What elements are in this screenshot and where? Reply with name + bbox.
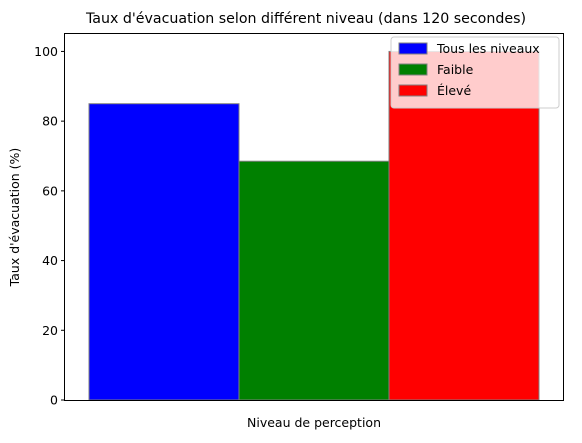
legend-label: Faible <box>437 62 474 77</box>
y-tick-label: 100 <box>34 44 58 59</box>
x-axis-label: Niveau de perception <box>247 415 381 430</box>
bar-2 <box>238 160 390 401</box>
legend-swatch <box>398 42 428 55</box>
legend-label: Tous les niveaux <box>436 41 540 56</box>
legend-label: Élevé <box>437 83 471 98</box>
chart-title: Taux d'évacuation selon différent niveau… <box>85 11 526 27</box>
bar-1 <box>88 103 240 401</box>
y-axis-label: Taux d'évacuation (%) <box>7 148 22 288</box>
bar-3 <box>388 50 540 401</box>
y-tick-label: 0 <box>50 393 58 408</box>
y-axis-ticks: 0 20 40 60 80 100 <box>34 44 65 408</box>
plot-frame <box>64 33 564 401</box>
y-tick-label: 20 <box>42 323 58 338</box>
legend-box <box>390 36 560 109</box>
y-tick-label: 60 <box>42 183 58 198</box>
y-tick-label: 40 <box>42 253 58 268</box>
legend-swatch <box>398 63 428 76</box>
y-tick-label: 80 <box>42 114 58 129</box>
bars-layer <box>88 50 540 401</box>
legend-swatch <box>398 84 428 97</box>
legend: Tous les niveaux Faible Élevé <box>390 36 560 109</box>
